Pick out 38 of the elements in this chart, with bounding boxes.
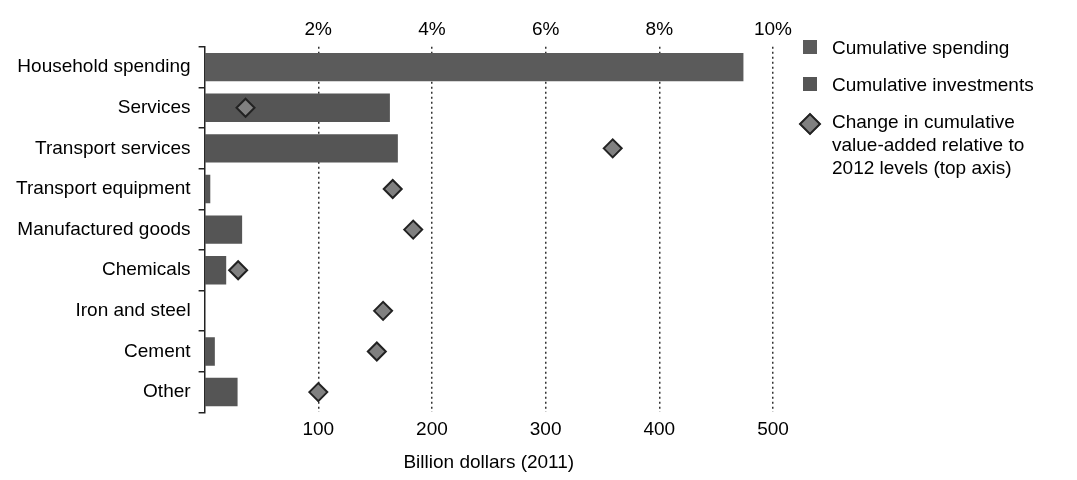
bar bbox=[204, 377, 238, 407]
x-axis-title: Billion dollars (2011) bbox=[403, 450, 575, 472]
x-tick-label: 500 bbox=[757, 418, 789, 440]
y-tick-label: Manufactured goods bbox=[17, 217, 191, 239]
x2-tick-label: 8% bbox=[645, 17, 674, 39]
y-tick-label: Services bbox=[117, 95, 191, 117]
point bbox=[403, 219, 424, 240]
bar bbox=[204, 215, 243, 244]
bar bbox=[204, 93, 390, 122]
y-tick-label: Transport equipment bbox=[16, 177, 192, 199]
x-tick-label: 300 bbox=[529, 418, 562, 440]
x2-tick-label: 2% bbox=[304, 17, 333, 39]
bar bbox=[204, 52, 744, 82]
bar bbox=[204, 337, 215, 366]
y-tick-label: Household spending bbox=[17, 55, 191, 77]
x-tick-label: 200 bbox=[416, 418, 448, 440]
point bbox=[228, 260, 249, 281]
point bbox=[366, 341, 387, 362]
point bbox=[308, 382, 329, 403]
x-tick-label: 100 bbox=[302, 418, 335, 440]
y-tick-label: Other bbox=[143, 380, 192, 402]
bar bbox=[204, 134, 398, 163]
x2-tick-label: 10% bbox=[753, 17, 793, 39]
point bbox=[373, 300, 394, 321]
legend-label: Cumulative investments bbox=[832, 73, 1034, 96]
y-tick-label: Cement bbox=[124, 339, 192, 361]
y-tick-label: Iron and steel bbox=[75, 299, 191, 321]
y-tick-label: Chemicals bbox=[101, 258, 191, 280]
point bbox=[382, 178, 403, 199]
x2-tick-label: 6% bbox=[531, 17, 560, 39]
x-tick-label: 400 bbox=[643, 418, 676, 440]
point bbox=[602, 138, 623, 159]
legend-label: Cumulative spending bbox=[832, 36, 1010, 59]
point bbox=[235, 97, 256, 118]
bar bbox=[204, 256, 227, 285]
x2-tick-label: 4% bbox=[418, 17, 446, 39]
legend-label: Change in cumulative value-added relative to 2012 levels (top axis) bbox=[832, 110, 1026, 179]
y-tick-label: Transport services bbox=[35, 136, 191, 158]
